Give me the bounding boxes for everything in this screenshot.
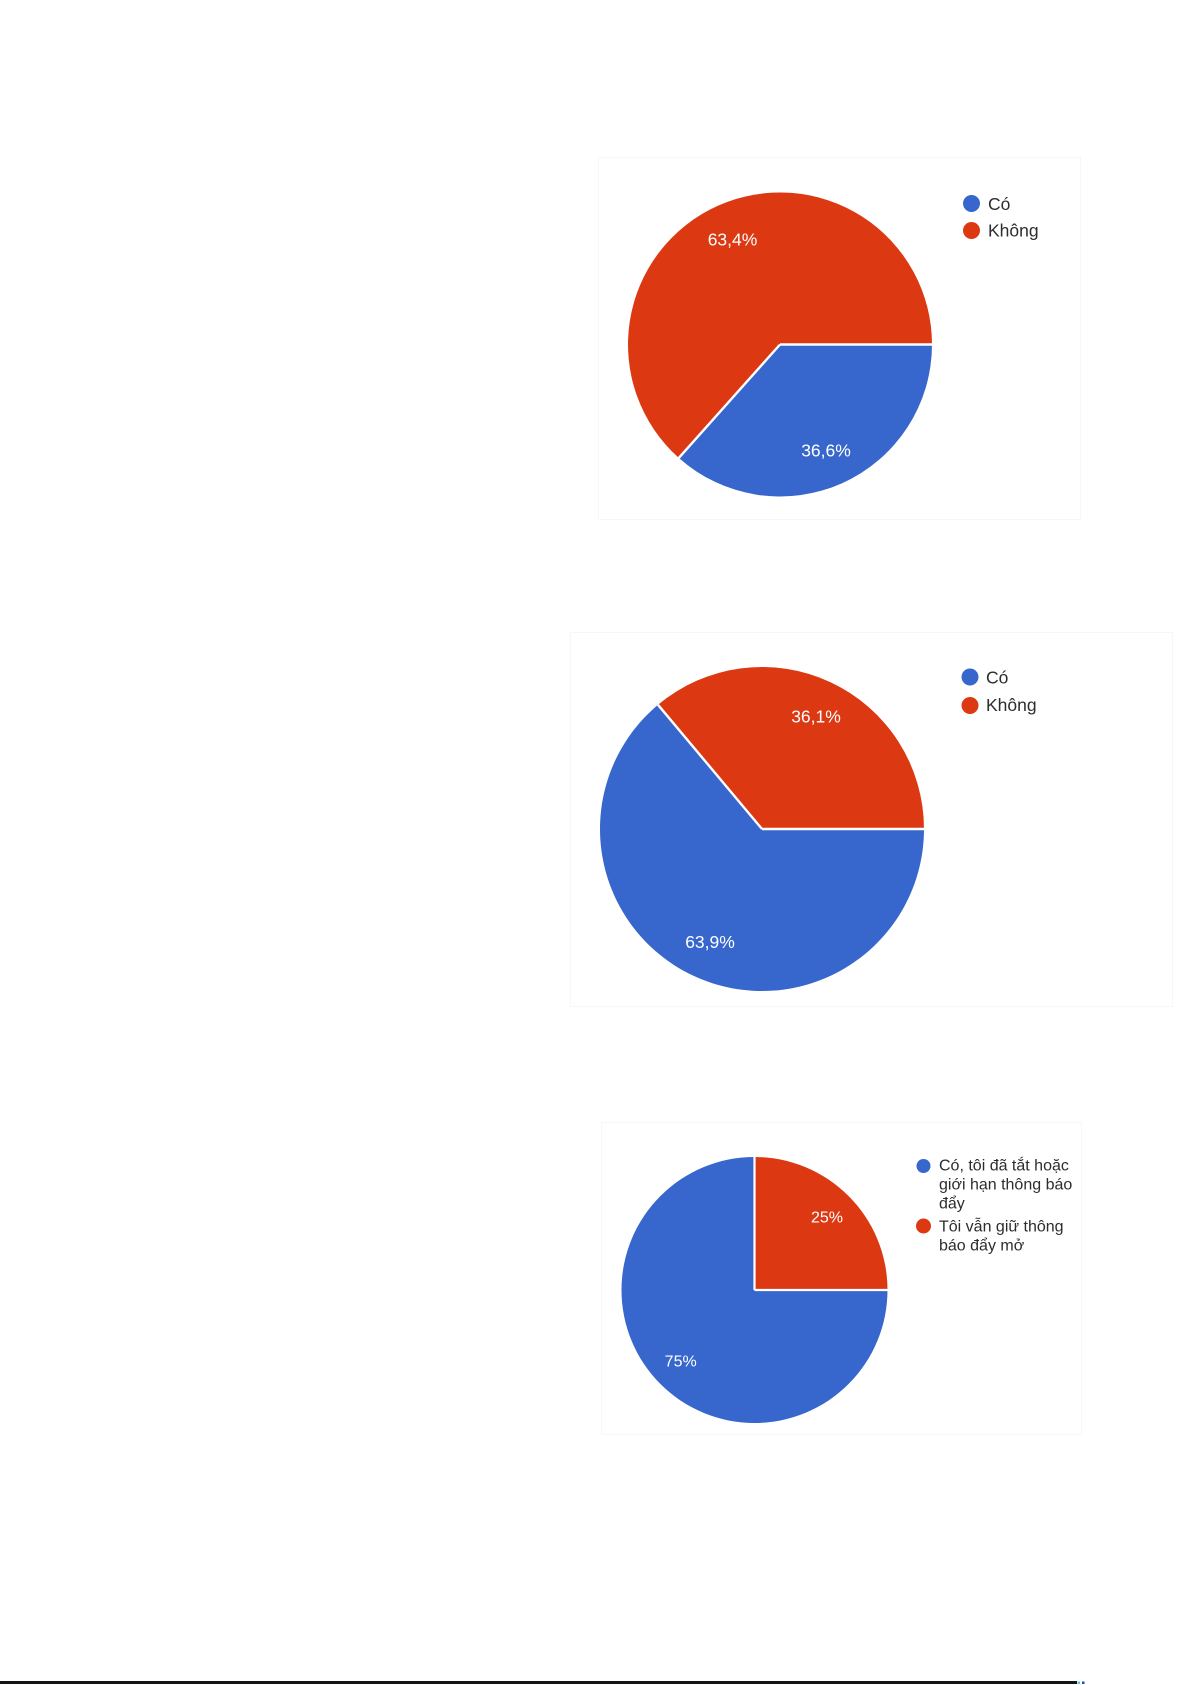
svg-text:36,6%: 36,6% — [801, 440, 851, 460]
svg-text:63,9%: 63,9% — [685, 932, 735, 952]
svg-text:25%: 25% — [811, 1210, 843, 1227]
svg-text:báo đẩy mở: báo đẩy mở — [939, 1237, 1025, 1255]
svg-text:Không: Không — [986, 695, 1037, 715]
svg-text:đẩy: đẩy — [939, 1195, 965, 1213]
svg-text:Không: Không — [988, 221, 1039, 241]
svg-text:Có, tôi đã tắt hoặc: Có, tôi đã tắt hoặc — [939, 1156, 1069, 1175]
svg-text:Có: Có — [986, 668, 1008, 688]
svg-text:36,1%: 36,1% — [791, 706, 841, 726]
svg-text:Tôi vẫn giữ thông: Tôi vẫn giữ thông — [939, 1217, 1064, 1236]
svg-text:63,4%: 63,4% — [708, 230, 758, 250]
svg-text:giới hạn thông báo: giới hạn thông báo — [939, 1177, 1072, 1194]
svg-text:75%: 75% — [665, 1354, 697, 1371]
svg-text:Có: Có — [988, 194, 1010, 214]
